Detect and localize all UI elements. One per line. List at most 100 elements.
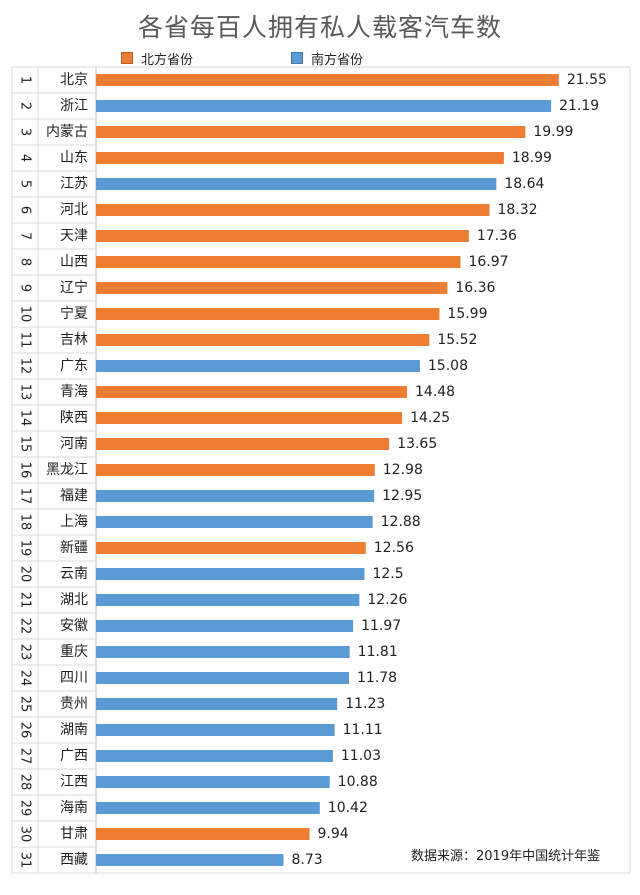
bar	[96, 360, 420, 372]
province-label: 宁夏	[60, 305, 88, 322]
province-label: 浙江	[60, 98, 88, 114]
province-label: 江苏	[60, 176, 88, 192]
legend-label-north: 北方省份	[141, 52, 194, 68]
bar	[96, 256, 461, 268]
province-label: 贵州	[60, 696, 88, 712]
value-label: 10.88	[338, 774, 378, 790]
value-label: 11.97	[361, 618, 401, 634]
value-label: 12.5	[372, 566, 403, 582]
province-label: 天津	[60, 228, 88, 244]
province-label: 内蒙古	[46, 124, 88, 140]
bar	[96, 204, 490, 216]
bar	[96, 698, 338, 710]
rank-label: 3	[18, 128, 33, 136]
value-label: 19.99	[533, 124, 573, 140]
province-label: 山西	[60, 254, 88, 270]
bar	[96, 308, 440, 320]
plot-frame	[11, 66, 631, 874]
bar	[96, 178, 497, 190]
rank-label: 25	[18, 696, 33, 713]
province-label: 安徽	[60, 618, 88, 634]
province-label: 湖南	[60, 722, 88, 738]
province-label: 北京	[60, 72, 88, 88]
value-label: 10.42	[328, 800, 368, 816]
value-label: 21.19	[559, 98, 599, 114]
rank-label: 17	[18, 488, 33, 505]
rank-label: 15	[18, 436, 33, 453]
province-label: 黑龙江	[46, 462, 88, 478]
rank-label: 8	[18, 258, 33, 266]
legend-swatch-south	[291, 52, 303, 64]
value-label: 18.64	[504, 176, 544, 192]
province-label: 海南	[60, 800, 88, 816]
value-label: 13.65	[397, 436, 437, 452]
value-label: 12.56	[374, 540, 414, 556]
value-label: 11.81	[358, 644, 398, 660]
rank-label: 16	[18, 462, 33, 479]
value-label: 15.08	[428, 358, 468, 374]
bar	[96, 230, 469, 242]
bar	[96, 776, 330, 788]
province-label: 湖北	[60, 592, 88, 608]
bar	[96, 334, 430, 346]
province-label: 广西	[60, 748, 88, 764]
province-label: 青海	[60, 384, 88, 400]
bar	[96, 386, 408, 398]
province-label: 云南	[60, 566, 88, 582]
rank-label: 30	[18, 826, 33, 843]
value-label: 18.99	[512, 150, 552, 166]
value-label: 12.88	[381, 514, 421, 530]
rank-label: 22	[18, 618, 33, 635]
value-label: 14.25	[410, 410, 450, 426]
rank-label: 11	[18, 332, 33, 349]
bar	[96, 828, 310, 840]
rank-label: 28	[18, 774, 33, 791]
rank-label: 31	[18, 852, 33, 869]
rank-label: 13	[18, 384, 33, 401]
bar	[96, 620, 354, 632]
value-label: 8.73	[292, 852, 323, 868]
rank-label: 9	[18, 284, 33, 292]
province-label: 广东	[60, 358, 88, 374]
legend-label-south: 南方省份	[311, 52, 364, 68]
rank-label: 6	[18, 206, 33, 214]
value-label: 12.26	[367, 592, 407, 608]
bar	[96, 568, 365, 580]
bar	[96, 802, 320, 814]
province-label: 陕西	[60, 410, 88, 426]
bar	[96, 490, 375, 502]
rank-label: 27	[18, 748, 33, 765]
bar	[96, 74, 559, 86]
bar	[96, 464, 375, 476]
source-note: 数据来源：2019年中国统计年鉴	[411, 849, 601, 864]
rank-label: 5	[18, 180, 33, 188]
bar	[96, 100, 552, 112]
bar	[96, 724, 335, 736]
value-label: 12.98	[383, 462, 423, 478]
bar	[96, 152, 504, 164]
province-label: 重庆	[60, 644, 88, 660]
chart-title: 各省每百人拥有私人载客汽车数	[137, 13, 502, 42]
province-label: 吉林	[60, 332, 88, 348]
rank-label: 12	[18, 358, 33, 375]
rank-label: 4	[18, 154, 33, 162]
rank-label: 19	[18, 540, 33, 557]
bar	[96, 412, 403, 424]
rank-label: 21	[18, 592, 33, 609]
province-label: 四川	[60, 670, 88, 686]
rank-label: 10	[18, 306, 33, 323]
rank-label: 14	[18, 410, 33, 427]
value-label: 18.32	[497, 202, 537, 218]
value-label: 17.36	[477, 228, 517, 244]
rank-label: 24	[18, 670, 33, 687]
value-label: 16.36	[455, 280, 495, 296]
value-label: 11.11	[343, 722, 383, 738]
legend-item-south: 南方省份	[291, 50, 364, 68]
province-label: 福建	[60, 488, 88, 504]
value-label: 15.52	[437, 332, 477, 348]
value-label: 21.55	[567, 72, 607, 88]
province-label: 河北	[60, 202, 88, 218]
bar	[96, 542, 366, 554]
